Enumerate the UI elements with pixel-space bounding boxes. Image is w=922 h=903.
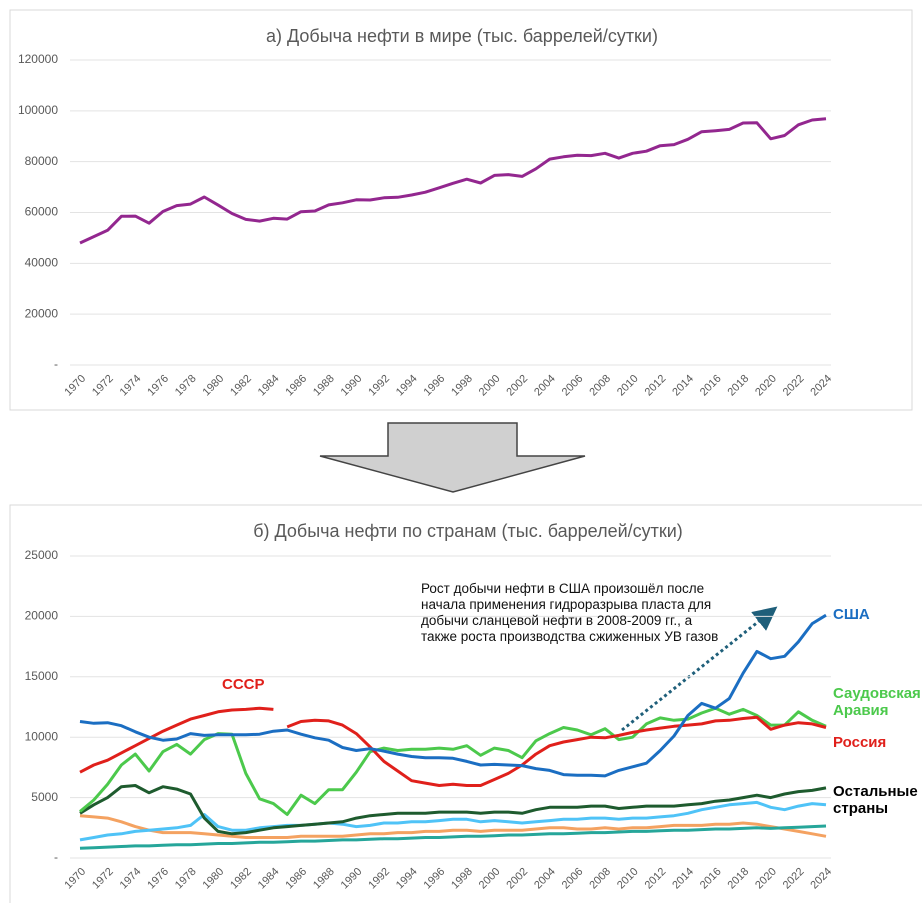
x-tick-label: 2000 (477, 373, 503, 399)
y-tick-label: 100000 (18, 103, 58, 117)
x-tick-label: 1972 (90, 373, 116, 399)
x-tick-label: 1974 (118, 866, 144, 892)
series-label: Россия (833, 734, 887, 751)
panel-a (9, 9, 913, 411)
series-label: США (833, 606, 870, 623)
x-tick-label: 2012 (643, 373, 669, 399)
series-line (79, 706, 274, 774)
y-tick-label: 5000 (31, 790, 58, 804)
x-tick-label: 1990 (339, 373, 365, 399)
chart-title: а) Добыча нефти в мире (тыс. баррелей/су… (266, 26, 658, 46)
y-tick-label: 10000 (25, 729, 59, 743)
x-tick-label: 1996 (422, 866, 448, 892)
x-tick-label: 2006 (560, 866, 586, 892)
x-tick-label: 1974 (118, 373, 144, 399)
x-tick-label: 2016 (698, 373, 724, 399)
x-tick-label: 1994 (394, 373, 420, 399)
x-tick-label: 1978 (173, 866, 199, 892)
x-tick-label: 2002 (504, 866, 530, 892)
x-tick-label: 2012 (643, 866, 669, 892)
x-tick-label: 2006 (560, 373, 586, 399)
transition-arrow (319, 422, 586, 493)
y-tick-label: 20000 (25, 609, 59, 623)
x-tick-label: 1986 (283, 373, 309, 399)
x-tick-label: 2018 (725, 866, 751, 892)
series-line (79, 814, 827, 839)
x-tick-label: 1980 (201, 373, 227, 399)
y-tick-label: 60000 (25, 205, 59, 219)
x-tick-label: 1976 (145, 866, 171, 892)
x-tick-label: 1992 (366, 866, 392, 892)
x-tick-label: 1978 (173, 373, 199, 399)
x-tick-label: 1990 (339, 866, 365, 892)
series-line (79, 824, 827, 850)
x-tick-label: 1988 (311, 373, 337, 399)
series-label: Саудовская Аравия (833, 685, 921, 719)
x-tick-label: 2004 (532, 866, 558, 892)
x-tick-label: 1986 (283, 866, 309, 892)
x-tick-label: 2014 (670, 866, 696, 892)
y-tick-label: 15000 (25, 669, 59, 683)
x-tick-label: 2022 (781, 866, 807, 892)
panel-b (9, 504, 922, 903)
x-tick-label: 1972 (90, 866, 116, 892)
x-tick-label: 1998 (449, 373, 475, 399)
x-tick-label: 2010 (615, 866, 641, 892)
x-tick-label: 1996 (422, 373, 448, 399)
x-tick-label: 2020 (753, 866, 779, 892)
x-tick-label: 1984 (256, 373, 282, 399)
y-tick-label: 120000 (18, 52, 58, 66)
y-tick-label: - (54, 850, 58, 864)
x-tick-label: 1982 (228, 373, 254, 399)
y-tick-label: 80000 (25, 154, 59, 168)
x-tick-label: 2020 (753, 373, 779, 399)
x-tick-label: 1984 (256, 866, 282, 892)
x-tick-label: 1994 (394, 866, 420, 892)
y-tick-label: - (54, 357, 58, 371)
y-tick-label: 40000 (25, 256, 59, 270)
trend-arrow (621, 606, 778, 732)
series-line (286, 715, 827, 787)
series-line (79, 706, 827, 816)
x-tick-label: 1980 (201, 866, 227, 892)
x-tick-label: 2000 (477, 866, 503, 892)
x-tick-label: 2014 (670, 373, 696, 399)
x-tick-label: 2024 (808, 866, 834, 892)
x-tick-label: 2008 (587, 866, 613, 892)
x-tick-label: 2010 (615, 373, 641, 399)
x-tick-label: 2024 (808, 373, 834, 399)
series-line (79, 800, 827, 842)
x-tick-label: 1976 (145, 373, 171, 399)
annotation: Рост добычи нефти в США произошёл после … (421, 581, 719, 644)
x-tick-label: 2018 (725, 373, 751, 399)
x-tick-label: 1970 (62, 866, 88, 892)
y-tick-label: 25000 (25, 548, 59, 562)
x-tick-label: 2002 (504, 373, 530, 399)
x-tick-label: 1970 (62, 373, 88, 399)
series-line (79, 784, 827, 836)
y-tick-label: 20000 (25, 306, 59, 320)
x-tick-label: 1992 (366, 373, 392, 399)
x-tick-label: 1988 (311, 866, 337, 892)
x-tick-label: 2008 (587, 373, 613, 399)
x-tick-label: 2004 (532, 373, 558, 399)
series-line (79, 117, 827, 245)
x-tick-label: 1982 (228, 866, 254, 892)
chart-title: б) Добыча нефти по странам (тыс. барреле… (253, 521, 683, 541)
series-label: Остальные страны (833, 783, 918, 817)
x-tick-label: 1998 (449, 866, 475, 892)
series-line (79, 613, 827, 778)
x-tick-label: 2016 (698, 866, 724, 892)
series-label: СССР (222, 676, 265, 693)
x-tick-label: 2022 (781, 373, 807, 399)
